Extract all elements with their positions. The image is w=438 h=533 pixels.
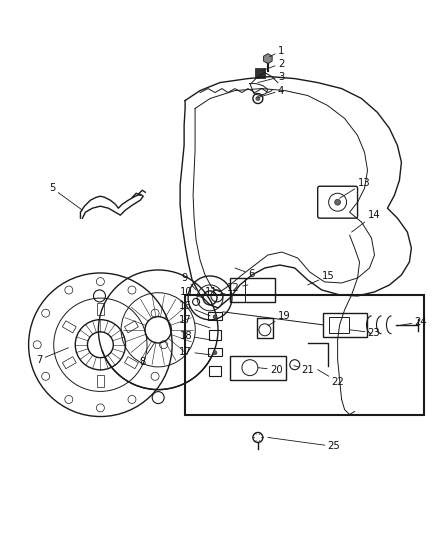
Circle shape: [42, 373, 49, 381]
Text: 15: 15: [308, 271, 335, 285]
Bar: [209, 330, 221, 340]
Bar: [185, 295, 424, 415]
Circle shape: [96, 278, 104, 286]
Bar: [328, 317, 349, 333]
Circle shape: [151, 309, 159, 317]
Text: 22: 22: [318, 370, 344, 386]
Circle shape: [159, 341, 167, 349]
Text: 13: 13: [339, 178, 370, 198]
Text: 17: 17: [179, 315, 210, 328]
Text: 16: 16: [179, 301, 210, 316]
Text: 12: 12: [227, 283, 248, 293]
Text: 10: 10: [180, 287, 203, 298]
Text: 3: 3: [258, 71, 284, 83]
Bar: [62, 321, 76, 333]
Text: 19: 19: [268, 311, 290, 326]
Text: 9: 9: [182, 273, 196, 290]
Text: 23: 23: [350, 328, 380, 338]
Bar: [255, 68, 265, 78]
Bar: [209, 366, 221, 376]
Circle shape: [151, 373, 159, 381]
Text: 4: 4: [258, 86, 284, 98]
Circle shape: [128, 286, 136, 294]
Text: 6: 6: [235, 268, 254, 279]
Circle shape: [65, 395, 73, 403]
Text: 25: 25: [268, 438, 340, 451]
Bar: [208, 312, 222, 320]
Text: 1: 1: [270, 46, 284, 56]
Text: 21: 21: [294, 365, 314, 375]
Bar: [124, 357, 138, 369]
Circle shape: [96, 404, 104, 412]
Bar: [124, 321, 138, 333]
Bar: [323, 313, 367, 337]
Text: 14: 14: [352, 210, 380, 232]
Text: 7: 7: [36, 348, 68, 365]
Text: 2: 2: [262, 59, 284, 71]
Bar: [62, 357, 76, 369]
Circle shape: [213, 351, 217, 355]
Circle shape: [128, 395, 136, 403]
Text: 17: 17: [179, 347, 210, 357]
Text: 18: 18: [180, 331, 210, 341]
Circle shape: [65, 286, 73, 294]
Text: 20: 20: [258, 365, 283, 375]
Circle shape: [256, 96, 260, 101]
Circle shape: [213, 315, 217, 319]
Bar: [97, 303, 104, 315]
Circle shape: [42, 309, 49, 317]
Bar: [97, 375, 104, 386]
Bar: [230, 356, 286, 379]
Circle shape: [335, 199, 341, 205]
Bar: [208, 348, 222, 356]
Text: 5: 5: [49, 183, 82, 210]
Text: 24: 24: [397, 317, 427, 327]
Text: 11: 11: [205, 287, 225, 297]
Circle shape: [33, 341, 41, 349]
Bar: [257, 318, 273, 338]
Polygon shape: [264, 54, 272, 63]
Text: 8: 8: [139, 342, 155, 367]
Bar: [230, 278, 275, 302]
